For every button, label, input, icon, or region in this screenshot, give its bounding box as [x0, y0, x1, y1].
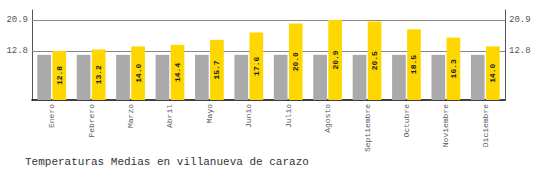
svg-text:Diciembre: Diciembre: [481, 104, 490, 147]
svg-text:20.9: 20.9: [331, 50, 340, 69]
svg-text:Enero: Enero: [47, 104, 56, 128]
svg-text:12.8: 12.8: [6, 46, 28, 56]
svg-text:Octubre: Octubre: [402, 104, 411, 138]
svg-text:Abril: Abril: [165, 104, 174, 128]
svg-text:Temperaturas Medias en villanu: Temperaturas Medias en villanueva de car…: [25, 156, 309, 168]
svg-text:12.8: 12.8: [509, 46, 531, 56]
svg-text:20.5: 20.5: [370, 51, 379, 70]
svg-text:14.4: 14.4: [173, 63, 182, 82]
svg-text:Noviembre: Noviembre: [441, 104, 450, 147]
svg-text:12.8: 12.8: [55, 66, 64, 85]
svg-text:Agosto: Agosto: [323, 104, 332, 133]
svg-text:14.0: 14.0: [488, 63, 497, 82]
svg-text:20.0: 20.0: [291, 52, 300, 71]
svg-text:13.2: 13.2: [94, 65, 103, 84]
svg-text:14.0: 14.0: [134, 63, 143, 82]
svg-text:18.5: 18.5: [409, 55, 418, 74]
svg-text:Septiembre: Septiembre: [363, 104, 372, 152]
svg-text:Marzo: Marzo: [126, 104, 135, 128]
svg-text:Febrero: Febrero: [87, 104, 96, 138]
svg-text:17.6: 17.6: [252, 56, 261, 75]
svg-text:20.9: 20.9: [6, 15, 28, 25]
svg-text:Mayo: Mayo: [205, 104, 214, 123]
svg-text:Junio: Junio: [244, 104, 253, 128]
svg-text:Julio: Julio: [284, 104, 293, 128]
svg-text:20.9: 20.9: [509, 15, 531, 25]
svg-text:16.3: 16.3: [449, 59, 458, 78]
svg-text:15.7: 15.7: [212, 60, 221, 79]
